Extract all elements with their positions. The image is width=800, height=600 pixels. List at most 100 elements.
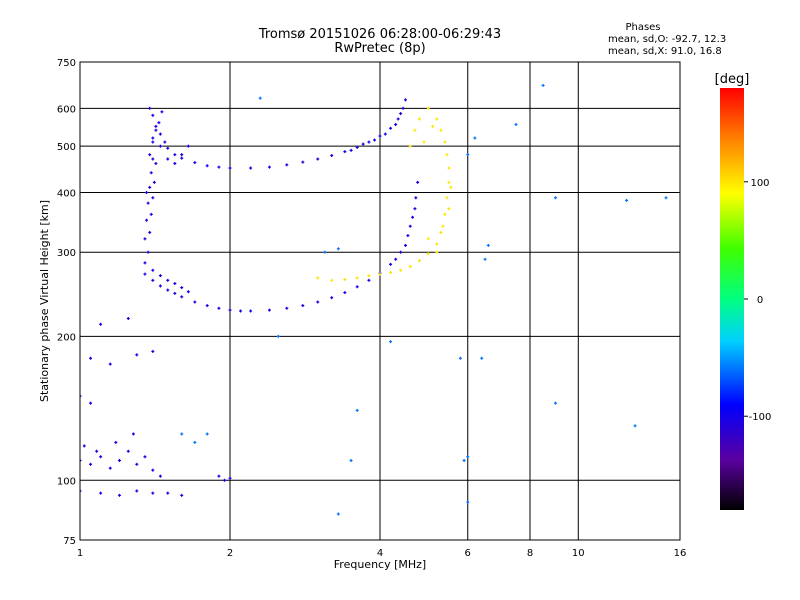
data-point [157,121,161,125]
data-point [143,272,147,276]
data-point [483,257,487,261]
data-point [166,146,170,150]
data-point [166,157,170,161]
data-point [301,160,305,164]
data-point [361,142,365,146]
colorbar-label: [deg] [715,72,750,87]
data-point [149,171,153,175]
y-tick-label: 750 [57,58,76,69]
y-tick-label: 200 [57,332,76,343]
data-point [389,262,393,266]
data-point [158,474,162,478]
data-point [154,124,158,128]
data-point [151,196,155,200]
data-point [330,296,334,300]
data-point [148,185,152,189]
data-point [154,128,158,132]
data-point [80,458,82,462]
data-point [426,237,430,241]
data-point [323,250,327,254]
y-axis-label: Stationary phase Virtual Height [km] [38,200,51,402]
data-point [151,136,155,140]
data-point [80,489,82,493]
data-point [114,440,118,444]
data-point [301,304,305,308]
data-point [553,401,557,405]
data-point [336,247,340,251]
data-point [166,288,170,292]
data-point [186,144,190,148]
data-point [145,218,149,222]
data-point [439,128,443,132]
data-point [228,476,232,480]
stats-header: Phases [625,22,660,33]
data-point [151,349,155,353]
data-point [89,356,93,360]
data-point [154,161,158,165]
plot-frame [79,61,681,541]
data-point [217,474,221,478]
data-point [408,265,412,269]
data-point [148,153,152,157]
data-point [158,284,162,288]
data-points [80,83,668,516]
data-point [408,144,412,148]
data-point [406,234,410,238]
data-point [217,165,221,169]
data-point [394,257,398,261]
colorbar-tick-label: 0 [757,295,763,306]
data-point [417,117,421,121]
data-point [228,166,232,170]
data-point [163,140,167,144]
data-point [173,282,177,286]
data-point [316,157,320,161]
data-point [403,243,407,247]
data-point [343,278,347,282]
data-point [664,196,668,200]
data-point [625,198,629,202]
data-point [173,161,177,165]
data-point [249,166,253,170]
data-point [441,224,445,228]
data-point [414,196,418,200]
data-point [135,462,139,466]
data-point [89,401,93,405]
data-point [205,164,209,168]
data-point [180,432,184,436]
x-tick-label: 2 [227,548,233,559]
data-point [445,153,449,157]
colorbar-ticks: 100 0 -100 [744,178,771,423]
data-point [449,185,453,189]
data-point [435,242,439,246]
data-point [389,271,393,275]
data-point [426,252,430,256]
data-point [228,308,232,312]
data-point [95,449,99,453]
data-point [99,455,103,459]
data-point [330,278,334,282]
data-point [135,353,139,357]
x-tick-label: 1 [77,548,83,559]
data-point [480,356,484,360]
data-point [458,356,462,360]
data-point [367,140,371,144]
data-point [435,117,439,121]
data-point [355,145,359,149]
data-point [205,432,209,436]
data-point [276,334,280,338]
data-point [160,110,164,114]
data-point [330,154,334,158]
grid [79,61,681,541]
data-point [378,134,382,138]
colorbar-tick-label: 100 [750,178,769,189]
data-point [126,316,130,320]
data-point [173,291,177,295]
x-axis-label: Frequency [MHz] [334,558,426,571]
x-tick-label: 6 [465,548,471,559]
y-tick-label: 300 [57,248,76,259]
data-point [336,512,340,516]
colorbar [720,88,744,510]
data-point [413,207,417,211]
data-point [417,259,421,263]
colorbar-tick-label: -100 [749,412,772,423]
